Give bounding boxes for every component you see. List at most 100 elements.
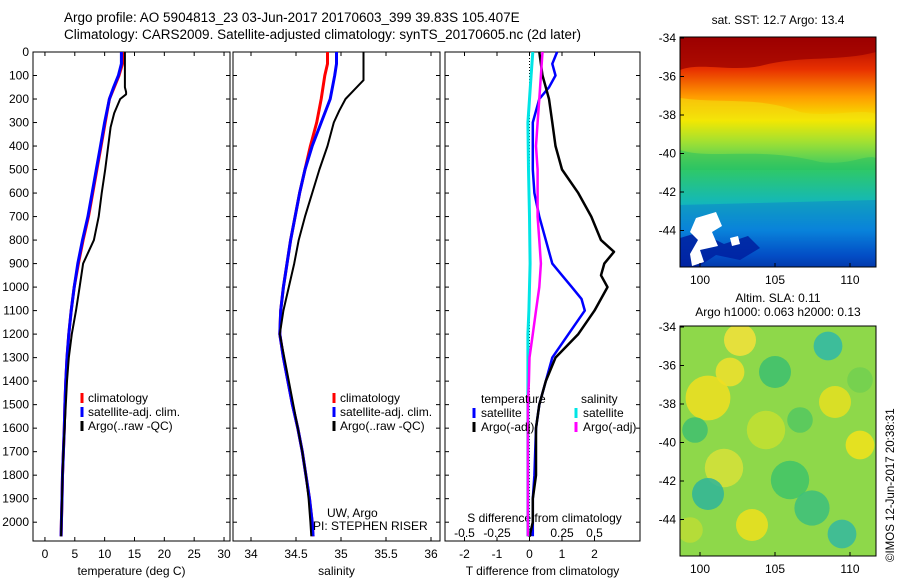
x2-tick-label: 0.25 [550,526,574,540]
x-tick-label: 34 [244,547,258,561]
sla-blob [682,417,708,443]
map-title: Altim. SLA: 0.11 [735,291,820,305]
x-tick-label: 35.5 [374,547,398,561]
sst-map [680,37,876,267]
series-line-2 [526,51,535,537]
lat-tick-label: -40 [659,147,677,161]
x-tick-label: 0 [526,547,533,561]
x2-tick-label: -0.25 [483,526,511,540]
y-tick-label: 1000 [2,280,29,294]
map-title: Argo h1000: 0.063 h2000: 0.13 [695,305,861,319]
y-tick-label: 1700 [2,445,29,459]
lon-tick-label: 110 [840,562,859,576]
y-tick-label: 500 [9,163,29,177]
series-line-0 [59,52,124,537]
legend-label: Argo(..raw -QC) [88,419,173,433]
sla-blob [827,519,857,549]
chart-panel-salinity: 34 34.5 35 35.5 36 salinity [232,51,441,578]
land-mask [690,212,722,266]
x-axis-label: temperature (deg C) [77,564,185,578]
y-tick-label: 0 [22,45,29,59]
legend-label: satellite [481,406,522,420]
lat-tick-label: -44 [659,513,677,527]
y-tick-label: 700 [9,210,29,224]
y-tick-label: 1500 [2,398,29,412]
lat-tick-label: -44 [659,224,677,238]
sla-blob [770,460,810,500]
series-line-2 [60,52,128,537]
x-tick-label: -1 [492,547,503,561]
x-tick-label: 35 [334,547,348,561]
x-tick-label: 15 [128,547,142,561]
lat-tick-label: -34 [659,320,677,334]
y-tick-label: 900 [9,257,29,271]
map-title: sat. SST: 12.7 Argo: 13.4 [712,13,845,27]
sla-map [680,326,876,556]
plot-frame [444,51,641,542]
x-tick-label: -2 [459,547,470,561]
x-tick-label: 36 [424,547,438,561]
x-axis-label: salinity [318,564,355,578]
plot-frame [232,51,441,542]
x-tick-label: 1 [559,547,566,561]
y-tick-label: 300 [9,116,29,130]
legend-label: satellite-adj. clim. [88,405,180,419]
timestamp-stamp: ©IMOS 12-Jun-2017 20:38:31 [885,408,897,562]
sla-blob [787,407,813,433]
legend-label: satellite-adj. clim. [340,405,432,419]
series-line-2 [278,52,365,537]
legend-title: temperature [481,392,546,406]
y-tick-label: 1300 [2,351,29,365]
lat-tick-label: -36 [659,359,677,373]
lon-tick-label: 105 [765,562,785,576]
sla-blob [746,410,786,450]
lat-tick-label: -34 [659,31,677,45]
chart-panel-temperature: 0100200300400500600700800900100011001200… [2,45,231,578]
credit-line: PI: STEPHEN RISER [313,519,428,533]
lat-tick-label: -38 [659,397,677,411]
sla-blob [736,509,768,541]
legend-label: climatology [88,391,148,405]
sla-blob [845,430,875,460]
lon-tick-label: 100 [690,273,710,287]
sla-blob [715,357,745,387]
plot-frame [32,51,231,542]
legend-label: Argo(..raw -QC) [340,419,425,433]
y-tick-label: 600 [9,186,29,200]
x2-axis-label: S difference from climatology [467,511,622,525]
legend-label: Argo(-adj) [583,420,636,434]
x-axis-label: T difference from climatology [466,564,620,578]
legend-label: climatology [340,391,400,405]
y-tick-label: 1200 [2,327,29,341]
legend-label: satellite [583,406,624,420]
y-tick-label: 1600 [2,421,29,435]
x-tick-label: 25 [188,547,202,561]
chart-panel-difference: -2 -1 0 1 2 T difference from climatology S di… [444,51,641,578]
y-tick-label: 1900 [2,492,29,506]
lon-tick-label: 105 [765,273,785,287]
y-tick-label: 800 [9,233,29,247]
lon-tick-label: 100 [690,562,710,576]
sla-blob [680,517,703,543]
lat-tick-label: -38 [659,108,677,122]
lat-tick-label: -40 [659,436,677,450]
x-tick-label: 30 [217,547,231,561]
y-tick-label: 400 [9,139,29,153]
x-tick-label: 10 [98,547,112,561]
sst-map-axes: sat. SST: 12.7 Argo: 13.4 -34 -36 -38 -40 -42… [659,13,860,287]
sla-blob [819,386,851,418]
sla-blob [692,478,724,510]
y-tick-label: 2000 [2,515,29,529]
lat-tick-label: -42 [659,185,677,199]
header-line-2: Climatology: CARS2009. Satellite-adjuste… [64,27,582,42]
x2-tick-label: 0.5 [586,526,603,540]
series-line-0 [531,51,587,537]
credit-line: UW, Argo [327,506,378,520]
sla-blob [794,490,830,526]
sla-blob [685,375,731,421]
header-line-1: Argo profile: AO 5904813_23 03-Jun-2017 … [64,10,520,25]
